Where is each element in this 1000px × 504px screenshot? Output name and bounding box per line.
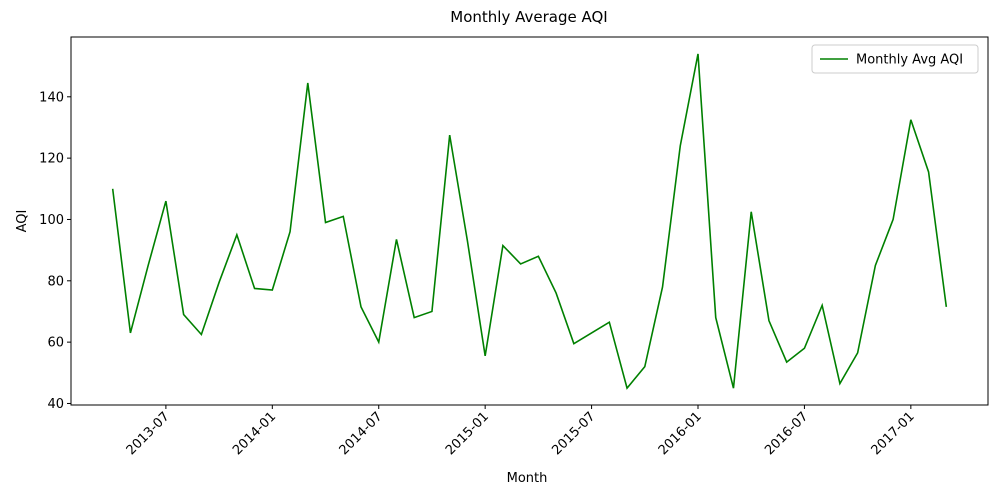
x-axis-label: Month (507, 471, 548, 486)
y-tick-label: 60 (47, 336, 64, 351)
legend-box (811, 44, 979, 74)
legend-label: Monthly Avg AQI (856, 53, 963, 68)
y-tick-label: 40 (47, 397, 64, 412)
y-tick-label: 120 (39, 152, 64, 167)
plot-frame (70, 36, 989, 406)
data-line (111, 53, 948, 390)
chart-title: Monthly Average AQI (450, 8, 607, 26)
y-tick-label: 140 (39, 90, 64, 105)
y-tick-label: 100 (39, 213, 64, 228)
y-axis-label: AQI (15, 210, 30, 233)
y-tick-label: 80 (47, 274, 64, 289)
